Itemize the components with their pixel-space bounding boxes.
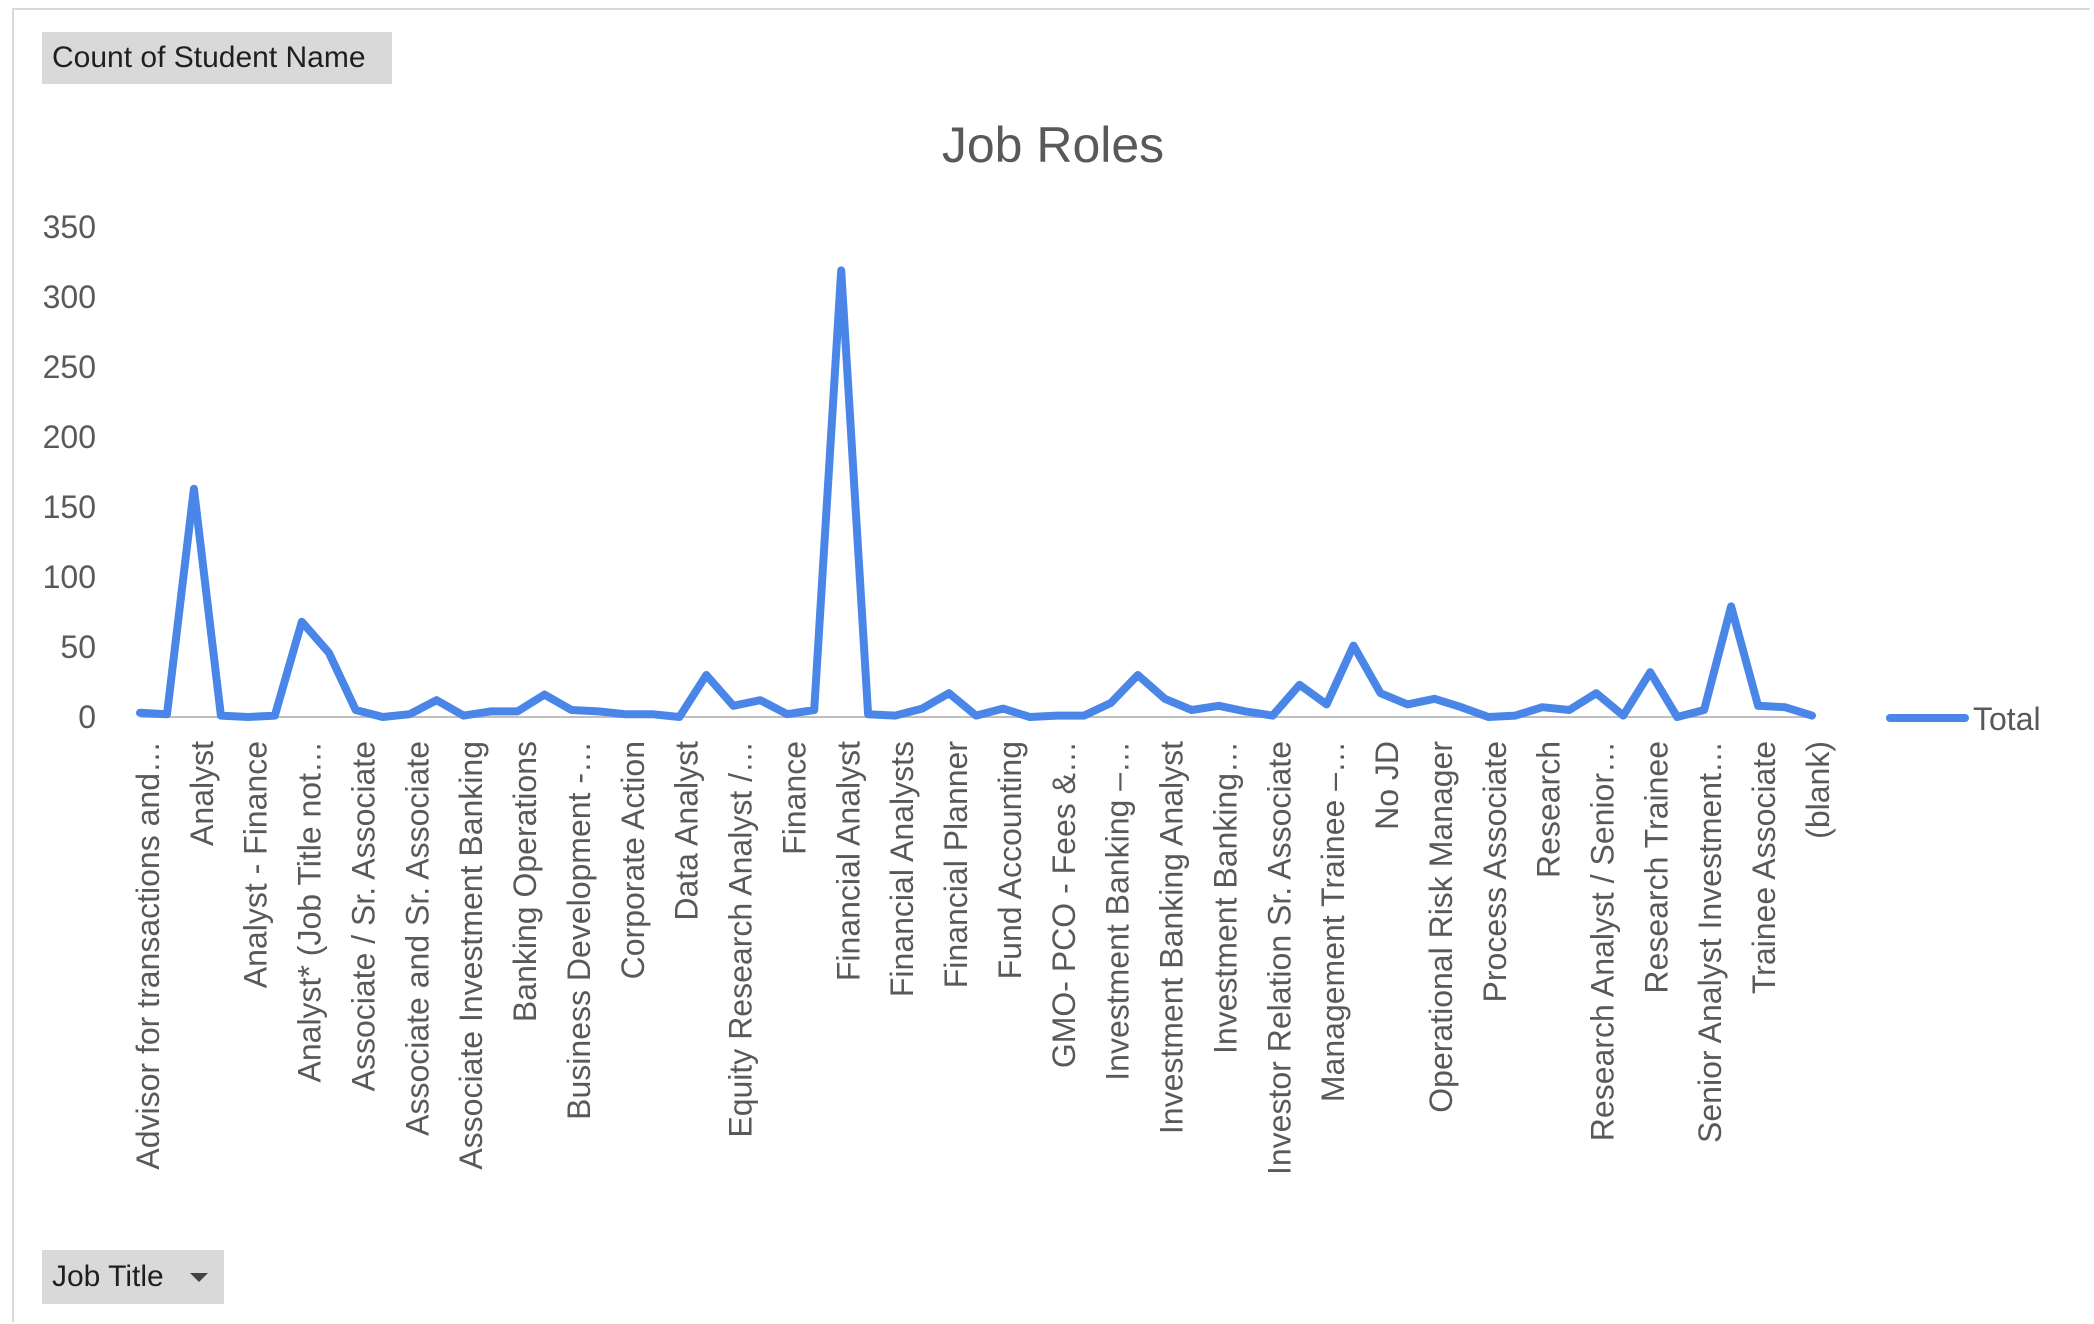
x-tick-label: Equity Research Analyst /…: [723, 741, 759, 1138]
value-field-label: Count of Student Name: [52, 41, 366, 74]
x-tick-label: Research: [1531, 741, 1567, 878]
x-tick-label: Analyst - Finance: [238, 741, 274, 988]
x-tick-label: Financial Analyst: [830, 741, 866, 981]
x-tick-label: (blank): [1800, 741, 1836, 839]
y-tick-label: 250: [43, 349, 96, 385]
x-tick-label: Associate and Sr. Associate: [399, 741, 435, 1136]
x-tick-label: Investment Banking –…: [1100, 741, 1136, 1081]
chevron-down-icon[interactable]: [189, 1272, 208, 1282]
y-axis-ticks: 0 50 100 150 200 250 300 350: [43, 209, 96, 735]
x-tick-label: Investment Banking…: [1207, 741, 1243, 1054]
x-tick-label: Associate / Sr. Associate: [346, 741, 382, 1091]
x-tick-label: Operational Risk Manager: [1423, 741, 1459, 1113]
x-tick-label: Analyst: [184, 741, 220, 846]
y-tick-label: 50: [60, 629, 96, 665]
y-tick-label: 200: [43, 419, 96, 455]
y-tick-label: 150: [43, 489, 96, 525]
x-tick-label: Financial Planner: [938, 741, 974, 989]
x-tick-label: Process Associate: [1477, 741, 1513, 1002]
x-tick-label: Analyst* (Job Title not…: [292, 741, 328, 1082]
y-tick-label: 100: [43, 559, 96, 595]
y-tick-label: 300: [43, 279, 96, 315]
x-tick-label: Finance: [776, 741, 812, 855]
x-tick-label: Senior Analyst Investment…: [1692, 741, 1728, 1143]
y-tick-label: 350: [43, 209, 96, 245]
legend-label-total: Total: [1973, 701, 2041, 737]
x-tick-label: Financial Analysts: [884, 741, 920, 997]
axis-field-button[interactable]: Job Title: [42, 1250, 224, 1304]
x-tick-label: Investment Banking Analyst: [1154, 741, 1190, 1134]
x-axis-tick-labels: Advisor for transactions and… Analyst Anal…: [130, 741, 1836, 1175]
x-tick-label: Management Trainee –…: [1315, 741, 1351, 1102]
series-line-total: [136, 266, 1816, 721]
x-tick-label: Trainee Associate: [1746, 741, 1782, 994]
x-tick-label: Advisor for transactions and…: [130, 741, 166, 1170]
y-tick-label: 0: [78, 699, 96, 735]
x-tick-label: Fund Accounting: [992, 741, 1028, 979]
x-tick-label: Research Trainee: [1638, 741, 1674, 994]
x-tick-label: Business Development -…: [561, 741, 597, 1120]
x-tick-label: Research Analyst / Senior…: [1585, 741, 1621, 1141]
chart-title: Job Roles: [942, 117, 1164, 173]
x-tick-label: Investor Relation Sr. Associate: [1261, 741, 1297, 1175]
axis-field-label: Job Title: [52, 1260, 164, 1293]
legend: Total: [1886, 701, 2041, 737]
x-tick-label: Data Analyst: [669, 741, 705, 921]
x-tick-label: Banking Operations: [507, 741, 543, 1022]
x-tick-label: Corporate Action: [615, 741, 651, 979]
x-tick-label: No JD: [1369, 741, 1405, 830]
value-field-button[interactable]: Count of Student Name: [42, 32, 392, 84]
x-tick-label: GMO- PCO - Fees &…: [1046, 741, 1082, 1068]
x-tick-label: Associate Investment Banking: [453, 741, 489, 1170]
